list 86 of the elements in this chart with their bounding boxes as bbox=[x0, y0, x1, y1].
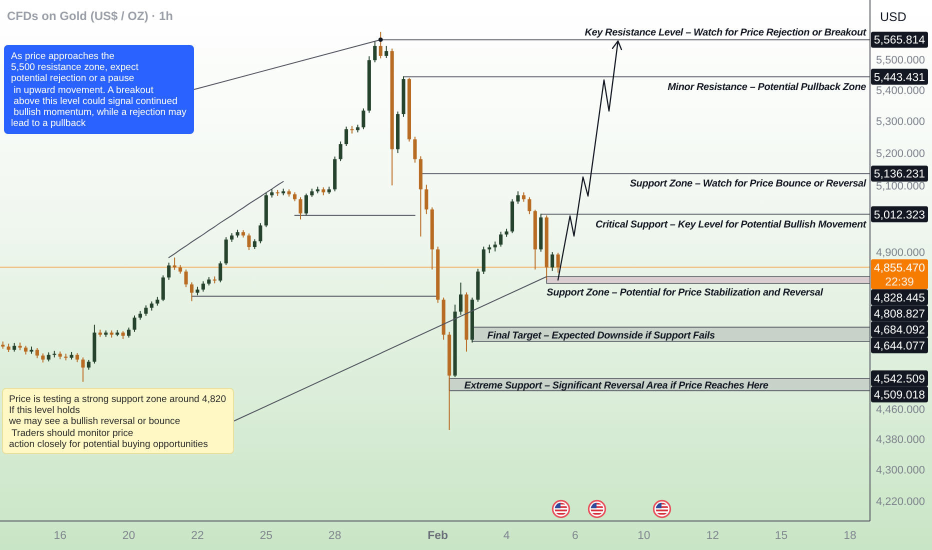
text: 5,012.323 bbox=[874, 209, 926, 222]
candlestick bbox=[338, 141, 342, 162]
candlestick bbox=[344, 126, 348, 146]
x-tick-label: 16 bbox=[54, 530, 66, 542]
candlestick bbox=[304, 193, 308, 216]
candlestick bbox=[499, 231, 503, 248]
text: 5,443.431 bbox=[874, 72, 926, 84]
text: 5,565.814 bbox=[874, 34, 926, 47]
y-tick-label: 5,400.000 bbox=[876, 85, 925, 98]
y-tick-label: 4,900.000 bbox=[876, 246, 925, 259]
text: 4,808.827 bbox=[874, 308, 926, 320]
y-tick-label: 5,200.000 bbox=[876, 148, 925, 160]
ref-line-label: Key Resistance Level – Watch for Price Rejection or Breakout bbox=[584, 28, 867, 39]
text: 4,509.018 bbox=[874, 389, 926, 402]
text: 4,684.092 bbox=[874, 324, 926, 336]
candlestick bbox=[172, 257, 176, 270]
band-label: Extreme Support – Significant Reversal Area if Price Reaches Here bbox=[464, 380, 769, 392]
y-tick-label: 5,100.000 bbox=[876, 180, 925, 192]
y-tick-label: 4,460.000 bbox=[876, 404, 925, 416]
annotation: Price is testing a strong support zone around 4,820 If this level holds we may see a bullish reversal or bounce Traders should monitor price action closely for potential buying opportunities bbox=[2, 388, 234, 454]
candlestick bbox=[556, 252, 560, 274]
candlestick bbox=[218, 260, 222, 283]
candlestick bbox=[35, 348, 39, 359]
candlestick bbox=[224, 236, 228, 266]
candlestick bbox=[86, 359, 90, 370]
candlestick bbox=[378, 31, 382, 59]
y-tick-label: 4,220.000 bbox=[876, 496, 925, 508]
candlestick bbox=[190, 282, 194, 302]
candlestick bbox=[184, 269, 188, 288]
text: 5,136.231 bbox=[874, 168, 926, 181]
candlestick bbox=[41, 352, 45, 363]
x-tick-label: 25 bbox=[260, 530, 273, 542]
band-label: Final Target – Expected Downside if Support Fails bbox=[487, 330, 716, 342]
candlestick bbox=[493, 241, 497, 252]
candlestick bbox=[424, 184, 428, 215]
x-tick-label: 28 bbox=[328, 530, 342, 542]
line-series bbox=[168, 180, 284, 258]
x-tick-label: 6 bbox=[572, 530, 578, 542]
x-tick-label: 10 bbox=[638, 530, 650, 542]
candlestick bbox=[150, 300, 154, 312]
ref-line-label: Critical Support – Key Level for Potential Bullish Movement bbox=[596, 219, 867, 230]
y-tick-label: 5,300.000 bbox=[876, 116, 925, 128]
candlestick bbox=[127, 327, 131, 338]
text: 4,542.509 bbox=[874, 373, 926, 386]
text: 4,828.445 bbox=[874, 292, 926, 304]
candlestick bbox=[46, 352, 50, 362]
x-tick-label: 22 bbox=[191, 530, 204, 542]
candlestick bbox=[247, 232, 251, 251]
x-tick-label: 15 bbox=[774, 530, 788, 542]
x-tick-label: 4 bbox=[503, 530, 510, 542]
text: 4,855.470 bbox=[874, 262, 926, 274]
candlestick bbox=[550, 252, 554, 272]
ref-line-label: Support Zone – Watch for Price Bounce or Reversal bbox=[630, 178, 866, 190]
y-tick-label: 5,500.000 bbox=[876, 54, 925, 66]
y-axis-title: USD bbox=[880, 10, 906, 24]
x-tick-label: 12 bbox=[706, 530, 719, 542]
text: 4,644.077 bbox=[874, 340, 926, 352]
ref-line-label: Minor Resistance – Potential Pullback Zone bbox=[668, 82, 867, 93]
candlestick bbox=[258, 222, 262, 244]
band-label: Support Zone – Potential for Price Stabilization and Reversal bbox=[546, 287, 824, 298]
x-tick-label: 20 bbox=[122, 530, 136, 542]
candlestick bbox=[522, 192, 526, 202]
y-tick-label: 4,300.000 bbox=[876, 464, 925, 477]
candlestick bbox=[528, 196, 532, 215]
candlestick bbox=[516, 190, 520, 204]
candlestick bbox=[458, 282, 463, 316]
candlestick bbox=[482, 246, 486, 275]
candlestick bbox=[298, 196, 302, 220]
candlestick bbox=[132, 315, 136, 332]
candlestick bbox=[252, 238, 256, 250]
candlestick bbox=[161, 274, 165, 302]
text: CFDs on Gold (US$ / OZ) · 1h bbox=[7, 9, 173, 23]
candlestick bbox=[81, 356, 85, 382]
candlestick bbox=[413, 136, 417, 164]
y-tick-label: 4,380.000 bbox=[876, 434, 925, 446]
candlestick bbox=[384, 45, 388, 59]
annotation: As price approaches the 5,500 resistance zone, expect potential rejection or a pause in upward movement. A breakout above this level could signal continued bullish momentum, while a rejection may lead to a pullback bbox=[4, 45, 194, 134]
candlestick bbox=[201, 280, 205, 292]
x-tick-label: Feb bbox=[428, 530, 448, 542]
candlestick bbox=[167, 262, 171, 280]
text: 22:39 bbox=[885, 276, 914, 288]
candlestick bbox=[362, 108, 366, 130]
candlestick bbox=[373, 40, 377, 63]
candlestick bbox=[144, 304, 148, 316]
x-tick-label: 18 bbox=[844, 530, 856, 542]
candlestick bbox=[75, 352, 80, 363]
